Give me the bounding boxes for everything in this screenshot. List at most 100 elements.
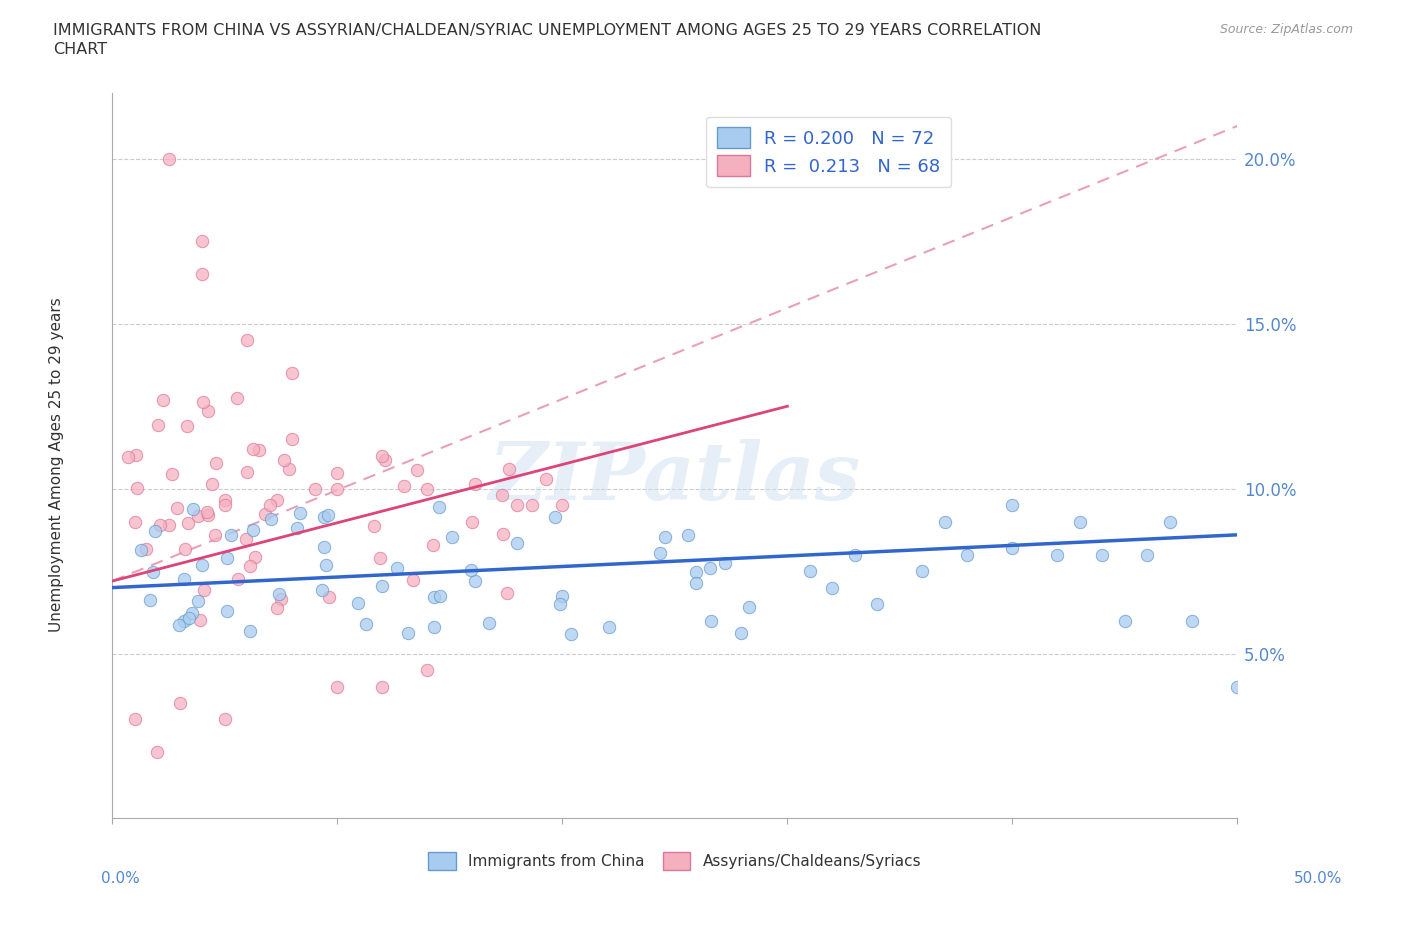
Point [267,587,290,602]
Point [254,506,277,521]
Point [191,234,214,249]
Point [266,492,288,507]
Point [326,465,349,480]
Point [374,452,396,467]
Point [405,462,427,477]
Point [416,481,439,496]
Point [650,546,672,561]
Point [738,600,761,615]
Point [193,583,215,598]
Point [316,508,339,523]
Point [354,617,377,631]
Point [1001,498,1024,512]
Point [245,550,267,565]
Point [464,476,486,491]
Point [142,565,165,579]
Point [188,613,211,628]
Point [215,551,238,565]
Point [1091,547,1114,562]
Point [1114,613,1136,628]
Point [157,518,180,533]
Point [125,481,148,496]
Point [314,510,336,525]
Point [1001,540,1024,555]
Point [219,527,242,542]
Point [423,590,446,604]
Point [315,558,337,573]
Point [281,365,304,380]
Point [714,555,737,570]
Point [259,498,281,512]
Point [228,571,250,586]
Point [685,565,707,579]
Point [239,559,262,574]
Point [654,530,676,545]
Point [148,418,170,432]
Point [157,152,180,166]
Point [548,597,571,612]
Point [169,696,191,711]
Point [205,456,228,471]
Point [956,547,979,562]
Point [506,498,529,512]
Point [197,404,219,418]
Point [478,616,501,631]
Point [385,561,408,576]
Point [191,395,214,410]
Point [371,448,394,463]
Point [187,509,209,524]
Point [1226,679,1249,694]
Text: CHART: CHART [53,42,107,57]
Point [214,498,236,512]
Point [214,712,236,727]
Point [598,619,620,634]
Point [204,527,226,542]
Point [239,624,262,639]
Text: 50.0%: 50.0% [1295,871,1343,886]
Point [1069,514,1091,529]
Point [402,572,425,587]
Point [1159,514,1181,529]
Point [911,564,934,578]
Point [799,564,821,578]
Point [326,481,349,496]
Point [429,589,451,604]
Text: 0.0%: 0.0% [101,871,141,886]
Point [1046,547,1069,562]
Point [560,626,582,641]
Point [176,418,198,433]
Point [371,679,394,694]
Point [173,572,195,587]
Point [124,514,146,529]
Point [1136,547,1159,562]
Point [124,712,146,727]
Point [235,532,257,547]
Point [285,520,308,535]
Point [270,591,292,606]
Point [181,501,204,516]
Point [197,507,219,522]
Point [135,542,157,557]
Point [363,518,385,533]
Point [167,618,190,632]
Point [821,580,844,595]
Point [534,472,557,486]
Point [215,604,238,618]
Point [368,551,391,566]
Point [550,588,572,603]
Point [371,578,394,593]
Text: ZIPatlas: ZIPatlas [489,439,860,516]
Point [260,512,283,526]
Point [242,442,264,457]
Point [187,594,209,609]
Point [464,573,486,588]
Point [177,611,200,626]
Point [146,745,169,760]
Point [460,563,482,578]
Point [149,517,172,532]
Point [281,432,304,446]
Point [1181,613,1204,628]
Point [866,597,889,612]
Point [699,614,721,629]
Point [422,538,444,552]
